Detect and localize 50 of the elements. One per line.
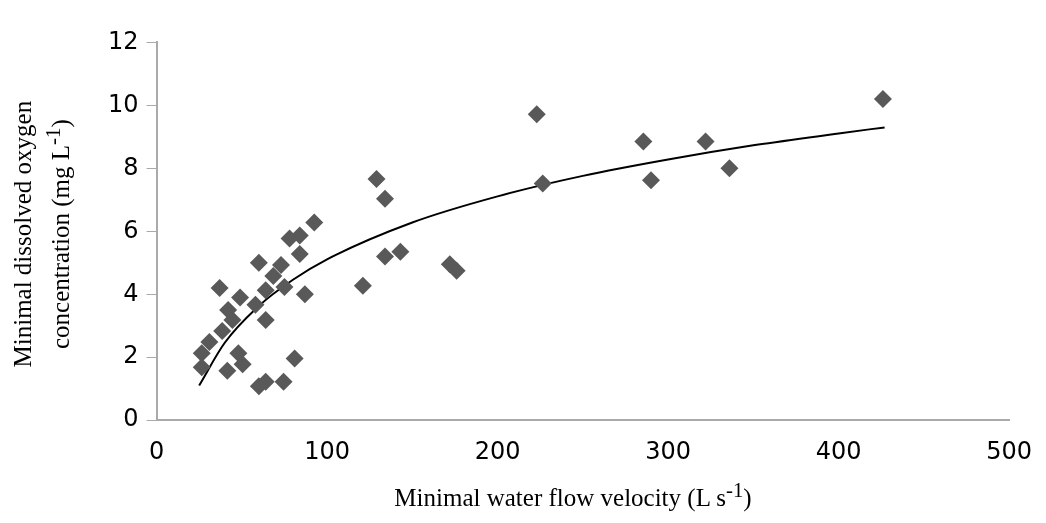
point (233, 355, 252, 374)
point (229, 344, 248, 363)
point (696, 132, 715, 151)
point (256, 281, 275, 300)
point (376, 247, 395, 266)
point (274, 372, 293, 391)
point (275, 278, 294, 297)
point (210, 278, 229, 297)
point (305, 213, 324, 232)
point (873, 90, 892, 109)
x-tick-label: 200 (474, 436, 521, 465)
point (256, 311, 275, 330)
y-tick-label: 12 (107, 26, 139, 55)
point (720, 159, 739, 178)
point (213, 322, 232, 341)
point (264, 267, 283, 286)
y-tick-label: 2 (123, 341, 139, 370)
x-tick-label: 400 (815, 436, 862, 465)
point (376, 189, 395, 208)
point (249, 253, 268, 272)
point (192, 358, 211, 377)
point (290, 244, 309, 263)
point (447, 261, 466, 280)
point (218, 361, 237, 380)
point (367, 170, 386, 189)
point (353, 276, 372, 295)
point (231, 288, 250, 307)
point (219, 301, 238, 320)
point (295, 285, 314, 304)
y-tick-label: 10 (107, 89, 139, 118)
x-tick-label: 100 (304, 436, 350, 465)
point (391, 242, 410, 261)
y-tick-label: 6 (123, 215, 139, 244)
x-tick-label: 0 (148, 436, 165, 465)
point (285, 349, 304, 368)
point (642, 171, 661, 190)
point (200, 333, 219, 352)
point (533, 174, 552, 193)
point (192, 344, 211, 363)
y-tick-label: 0 (123, 404, 139, 433)
point (634, 132, 653, 151)
x-tick-label: 500 (986, 436, 1032, 465)
point (272, 255, 291, 274)
y-tick-label: 4 (123, 278, 139, 307)
point (246, 295, 265, 314)
x-tick-label: 300 (645, 436, 691, 465)
point (527, 105, 546, 124)
y-tick-label: 8 (123, 152, 139, 181)
x-axis-title: Minimal water flow velocity (L s$^{-1}$) (393, 478, 753, 513)
line-series (198, 126, 886, 387)
